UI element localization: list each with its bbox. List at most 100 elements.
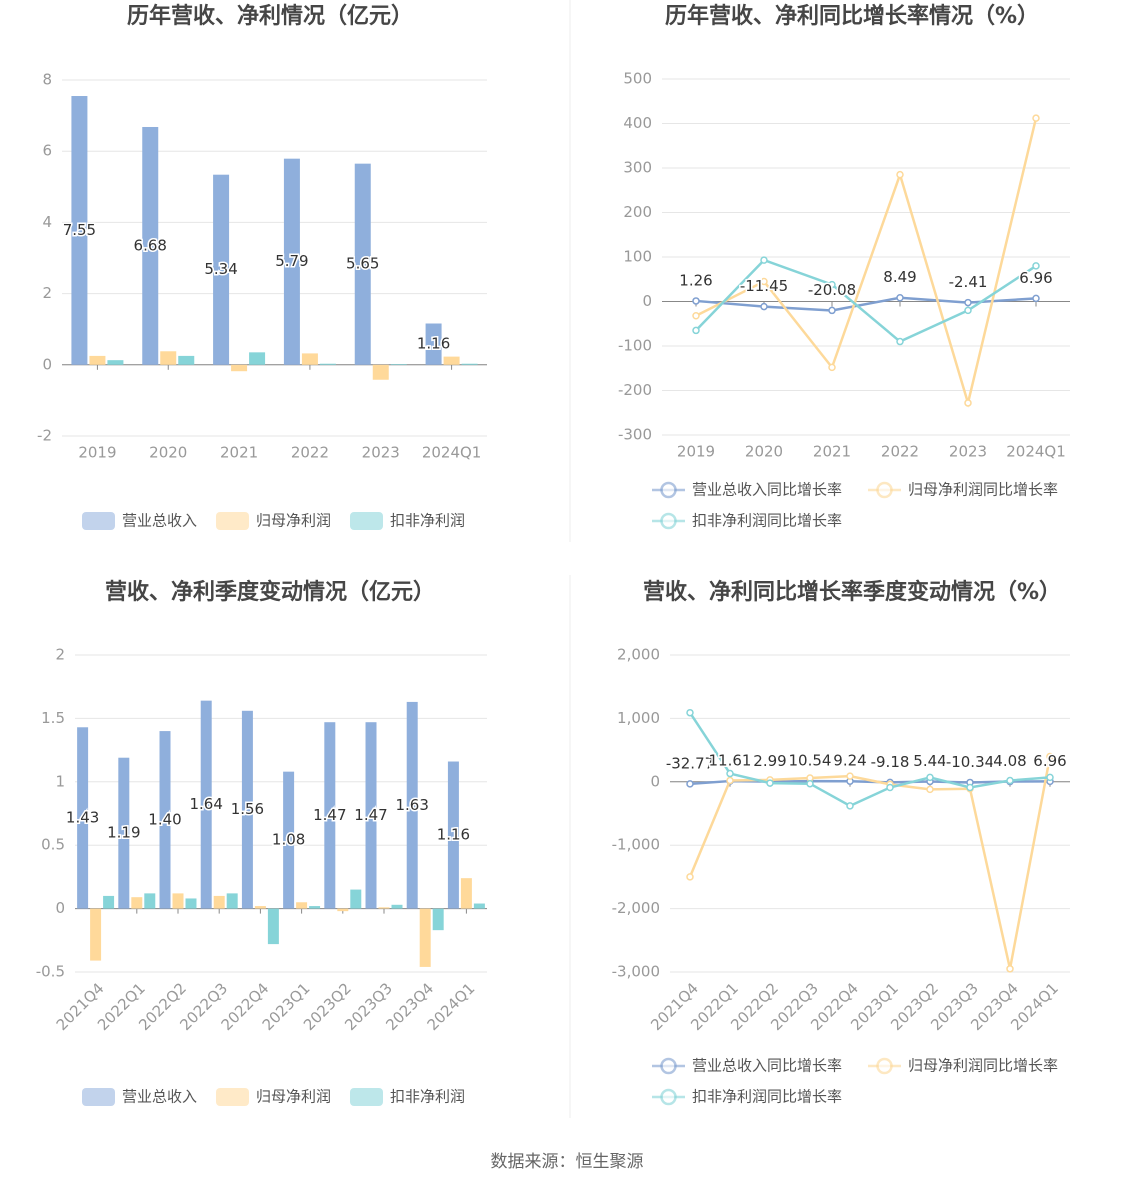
legend-swatch bbox=[876, 481, 893, 499]
bar bbox=[354, 163, 371, 365]
bar bbox=[213, 895, 225, 909]
x-tick-label: 2019 bbox=[78, 444, 116, 462]
chart-title: 营收、净利同比增长率季度变动情况（%） bbox=[643, 579, 1061, 605]
point bbox=[806, 779, 814, 788]
data-label: 9.24 bbox=[833, 752, 866, 770]
data-label: 1.26 bbox=[679, 271, 712, 289]
y-tick-label: 2 bbox=[55, 646, 65, 664]
legend-label: 扣非净利润同比增长率 bbox=[692, 1088, 842, 1106]
point bbox=[846, 802, 854, 810]
y-tick-label: 300 bbox=[623, 159, 652, 177]
legend-swatch bbox=[82, 1088, 115, 1106]
point bbox=[828, 306, 836, 315]
point bbox=[1006, 965, 1014, 973]
point bbox=[1032, 114, 1040, 122]
x-tick-label: 2024Q1 bbox=[1006, 443, 1066, 461]
data-label: 11.61 bbox=[709, 752, 752, 770]
legend-label: 营业总收入 bbox=[122, 1088, 197, 1106]
bar bbox=[324, 722, 336, 909]
legend-swatch bbox=[216, 512, 249, 530]
data-label: 5.34 bbox=[204, 260, 237, 278]
bar bbox=[406, 701, 418, 909]
legend-label: 营业总收入同比增长率 bbox=[692, 1057, 842, 1075]
legend-swatch bbox=[216, 1088, 249, 1106]
legend-label: 营业总收入同比增长率 bbox=[692, 481, 842, 499]
y-tick-label: 1 bbox=[55, 772, 65, 790]
y-tick-label: -200 bbox=[618, 381, 652, 399]
data-label: 7.55 bbox=[63, 221, 96, 239]
y-tick-label: 0 bbox=[42, 355, 52, 373]
y-tick-label: -2 bbox=[37, 427, 52, 445]
bar bbox=[144, 893, 156, 909]
data-label: -20.08 bbox=[808, 281, 856, 299]
data-label: 1.56 bbox=[231, 800, 264, 818]
bar bbox=[391, 904, 403, 909]
bar bbox=[425, 323, 442, 365]
bar bbox=[90, 908, 102, 961]
data-label: 6.68 bbox=[134, 236, 167, 254]
point bbox=[926, 773, 934, 782]
bar bbox=[309, 906, 321, 909]
bar bbox=[226, 893, 238, 909]
point bbox=[726, 776, 734, 785]
bar bbox=[378, 907, 390, 909]
data-label: 5.44 bbox=[913, 752, 946, 770]
point bbox=[964, 306, 972, 315]
y-tick-label: 8 bbox=[42, 71, 52, 89]
data-label: 1.08 bbox=[272, 831, 305, 849]
y-tick-label: -300 bbox=[618, 426, 652, 444]
data-label: 1.63 bbox=[396, 796, 429, 814]
bar bbox=[172, 893, 184, 909]
x-tick-label: 2023 bbox=[949, 443, 987, 461]
bar bbox=[200, 700, 212, 909]
point bbox=[1032, 262, 1040, 270]
x-tick-label: 2021 bbox=[813, 443, 851, 461]
data-label: 1.16 bbox=[437, 826, 470, 844]
legend-swatch bbox=[350, 1088, 383, 1106]
bar bbox=[241, 710, 253, 909]
y-tick-label: 200 bbox=[623, 203, 652, 221]
y-tick-label: -2,000 bbox=[612, 899, 660, 917]
bar bbox=[159, 731, 171, 909]
data-label: 2.99 bbox=[753, 752, 786, 770]
bar bbox=[89, 355, 106, 365]
legend-label: 扣非净利润同比增长率 bbox=[692, 512, 842, 530]
legend-swatch bbox=[876, 1057, 893, 1075]
point bbox=[692, 311, 700, 320]
point bbox=[966, 783, 974, 792]
y-tick-label: 100 bbox=[623, 248, 652, 266]
point bbox=[686, 780, 694, 788]
line bbox=[695, 258, 1037, 344]
bar bbox=[443, 356, 460, 365]
y-tick-label: 0 bbox=[650, 772, 660, 790]
bar bbox=[71, 96, 88, 365]
x-tick-label: 2022 bbox=[881, 443, 919, 461]
data-label: 5.79 bbox=[275, 252, 308, 270]
data-label: 8.49 bbox=[883, 268, 916, 286]
legend-swatch bbox=[660, 481, 677, 499]
point bbox=[926, 785, 934, 794]
bar bbox=[319, 363, 336, 365]
legend-label: 扣非净利润 bbox=[390, 1088, 465, 1106]
y-tick-label: -100 bbox=[618, 337, 652, 355]
legend-label: 营业总收入 bbox=[122, 512, 197, 530]
data-label: 4.08 bbox=[993, 752, 1026, 770]
data-label: 1.64 bbox=[190, 795, 223, 813]
point bbox=[760, 277, 768, 286]
y-tick-label: 0.5 bbox=[41, 836, 65, 854]
y-tick-label: 0 bbox=[55, 899, 65, 917]
bar bbox=[301, 353, 318, 365]
bar bbox=[213, 174, 230, 365]
y-tick-label: 1,000 bbox=[617, 709, 660, 727]
y-tick-label: 4 bbox=[42, 213, 52, 231]
data-label: 1.43 bbox=[66, 808, 99, 826]
y-tick-label: 2,000 bbox=[617, 646, 660, 664]
bar bbox=[185, 898, 197, 909]
point bbox=[896, 337, 904, 346]
source: 数据来源：恒生聚源 bbox=[491, 1152, 644, 1172]
point bbox=[760, 256, 768, 264]
bar bbox=[77, 727, 89, 909]
legend-swatch bbox=[660, 1088, 677, 1106]
data-label: 1.40 bbox=[148, 810, 181, 828]
